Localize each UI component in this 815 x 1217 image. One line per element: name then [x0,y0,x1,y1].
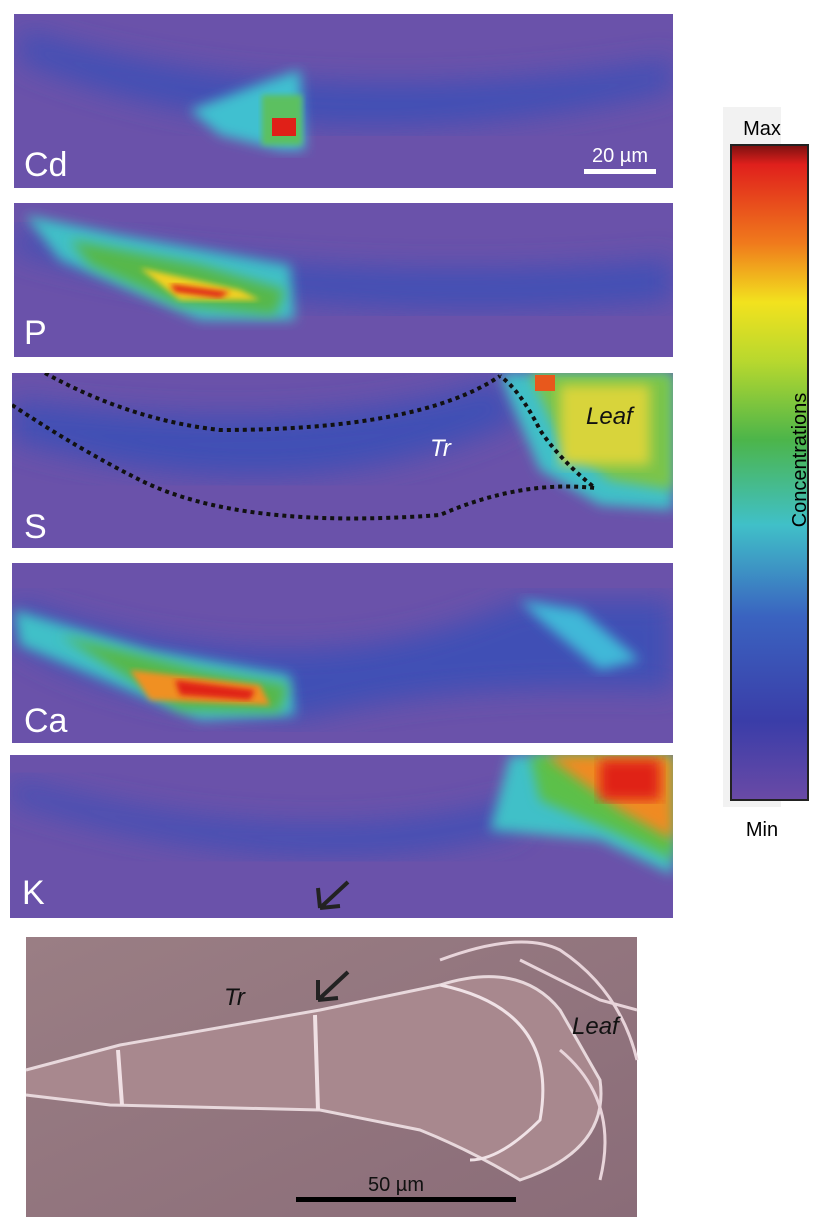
colorbar-min: Min [746,819,778,841]
cd-map [14,14,673,188]
figure: Cd 20 µm P S Tr Leaf Ca K Max Min Concen… [0,0,815,1217]
annotation: Tr [430,435,452,462]
annotation: Leaf [572,1013,621,1040]
annotation: Leaf [586,403,635,430]
panel-label: P [24,314,47,352]
p-map [14,203,673,357]
ca-map [12,563,673,743]
colorbar-title: Concentrations [789,393,811,528]
s-map [12,373,673,548]
colorbar-max: Max [743,118,781,140]
scale-bar-label: 20 µm [592,145,648,167]
k-map [10,755,673,918]
scale-bar-label: 50 µm [368,1174,424,1196]
panel-label: S [24,508,47,546]
annotation: Tr [224,984,246,1011]
panel-label: Cd [24,146,67,184]
panel-label: K [22,874,45,912]
micrograph [26,882,637,1217]
panel-label: Ca [24,702,68,740]
